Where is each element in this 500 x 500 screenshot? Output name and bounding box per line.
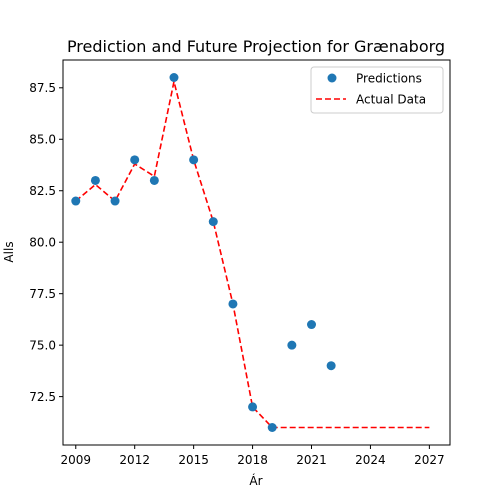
plot-area (71, 73, 430, 432)
y-axis-label: Alls (2, 241, 16, 262)
y-tick-label: 77.5 (29, 287, 56, 301)
prediction-point (326, 361, 336, 371)
prediction-point (149, 175, 159, 185)
x-tick-label: 2021 (296, 453, 327, 467)
legend-label-actual-data: Actual Data (356, 93, 426, 107)
prediction-point (208, 217, 218, 227)
y-tick-label: 85.0 (29, 133, 56, 147)
x-tick-label: 2024 (355, 453, 386, 467)
y-tick-label: 75.0 (29, 338, 56, 352)
legend-marker-predictions (327, 73, 337, 83)
prediction-point (267, 423, 277, 432)
series-line-actual-data (75, 81, 430, 429)
prediction-point (130, 155, 140, 165)
x-axis-label: Ár (249, 473, 262, 488)
prediction-point (189, 155, 199, 165)
x-tick-label: 2015 (178, 453, 209, 467)
y-axis: 72.5 75.0 77.5 80.0 82.5 85.0 87.5 (29, 81, 63, 404)
prediction-point (169, 73, 179, 82)
x-tick-label: 2009 (60, 453, 91, 467)
prediction-point (287, 340, 297, 350)
prediction-point (71, 196, 81, 206)
prediction-point (228, 299, 238, 309)
prediction-point (307, 320, 317, 330)
x-axis: 2009 2012 2015 2018 2021 2024 2027 (60, 445, 445, 467)
prediction-point (248, 402, 258, 412)
legend-box (310, 66, 444, 114)
x-tick-label: 2012 (119, 453, 150, 467)
y-tick-label: 72.5 (29, 390, 56, 404)
x-tick-label: 2018 (237, 453, 268, 467)
y-tick-label: 80.0 (29, 236, 56, 250)
x-tick-label: 2027 (414, 453, 445, 467)
prediction-point (110, 196, 120, 206)
legend: Predictions Actual Data (310, 66, 444, 114)
plot-frame (62, 59, 451, 446)
chart-title: Prediction and Future Projection for Græ… (67, 37, 445, 56)
prediction-point (90, 175, 100, 185)
legend-label-predictions: Predictions (356, 72, 422, 86)
y-tick-label: 82.5 (29, 184, 56, 198)
y-tick-label: 87.5 (29, 81, 56, 95)
